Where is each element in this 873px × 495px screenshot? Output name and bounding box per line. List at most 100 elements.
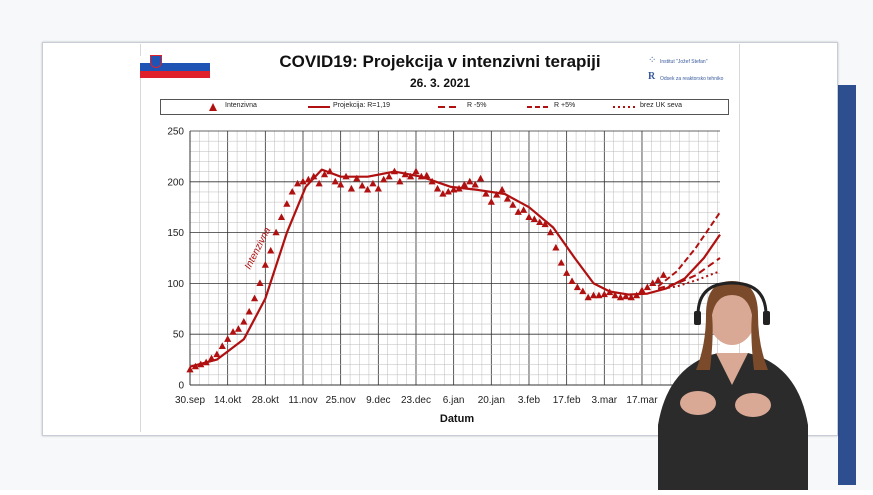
data-point-intenzivna (224, 335, 232, 342)
data-point-intenzivna (358, 181, 366, 189)
data-point-intenzivna (315, 179, 323, 187)
data-point-intenzivna (525, 213, 533, 220)
data-point-intenzivna (536, 218, 544, 226)
data-point-intenzivna (541, 220, 549, 228)
data-point-intenzivna (331, 177, 339, 185)
data-point-intenzivna (433, 184, 442, 192)
data-point-intenzivna (557, 259, 565, 266)
x-tick-label: 23.dec (401, 395, 431, 406)
x-tick-label: 17.feb (553, 395, 581, 406)
data-point-intenzivna (283, 200, 291, 207)
data-point-intenzivna (595, 291, 603, 299)
data-point-intenzivna (423, 171, 431, 179)
data-point-intenzivna (487, 198, 495, 205)
data-point-intenzivna (234, 325, 243, 332)
x-tick-label: 14.okt (214, 395, 241, 406)
data-point-intenzivna (320, 170, 329, 178)
legend-label-r-plus: R +5% (554, 102, 576, 109)
data-point-intenzivna (240, 318, 248, 325)
decorative-blue-bar (838, 85, 856, 485)
x-tick-label: 3.mar (592, 395, 618, 406)
data-point-intenzivna (552, 243, 560, 251)
data-point-intenzivna (218, 342, 226, 349)
y-tick-label: 0 (178, 381, 184, 392)
data-point-intenzivna (514, 208, 522, 215)
data-point-intenzivna (638, 286, 646, 294)
data-point-intenzivna (439, 189, 447, 197)
x-tick-label: 11.nov (288, 395, 317, 406)
data-point-intenzivna (450, 185, 458, 193)
data-point-intenzivna (498, 185, 506, 193)
data-point-intenzivna (277, 213, 286, 220)
legend-marker-r-plus (527, 106, 549, 108)
data-point-intenzivna (589, 291, 598, 299)
slovenia-flag-icon (140, 55, 210, 78)
data-point-intenzivna (654, 276, 662, 283)
y-tick-label: 200 (167, 177, 184, 188)
series-line-1 (189, 168, 721, 368)
data-point-intenzivna (600, 290, 608, 298)
data-point-intenzivna (186, 365, 194, 373)
series-line-3 (657, 211, 721, 288)
chart-title: COVID19: Projekcija v intenzivni terapij… (279, 52, 601, 71)
x-tick-label: 3.feb (518, 395, 541, 406)
data-point-intenzivna (509, 201, 517, 208)
data-point-intenzivna (584, 293, 592, 301)
legend-marker-projekcija (308, 106, 330, 108)
chart-date: 26. 3. 2021 (409, 76, 471, 90)
data-point-intenzivna (261, 261, 269, 268)
data-point-intenzivna (385, 172, 393, 180)
r4-logo-icon: R (648, 71, 656, 82)
data-point-intenzivna (471, 180, 479, 188)
data-point-intenzivna (380, 175, 388, 183)
data-point-intenzivna (245, 307, 253, 315)
data-point-intenzivna (444, 187, 452, 195)
x-tick-label: 25.nov (326, 395, 356, 406)
data-point-intenzivna (573, 283, 582, 291)
data-point-intenzivna (256, 279, 264, 286)
data-point-intenzivna (649, 279, 657, 286)
x-tick-label: 6.jan (443, 395, 465, 406)
data-point-intenzivna (611, 291, 619, 299)
data-point-intenzivna (476, 174, 485, 182)
data-point-intenzivna (627, 293, 635, 301)
legend-label-brez-uk: brez UK seva (640, 102, 683, 109)
tick-labels: 30.sep 14.okt 28.okt 11.nov 25.nov 9.dec 23.de… (167, 127, 658, 407)
x-tick-label: 28.okt (252, 395, 279, 406)
data-point-intenzivna (460, 180, 469, 188)
data-point-intenzivna (407, 172, 415, 180)
data-point-intenzivna (250, 294, 259, 302)
legend-label-intenzivna: Intenzivna (225, 102, 257, 109)
data-point-intenzivna (659, 271, 668, 278)
data-point-intenzivna (288, 187, 296, 195)
data-point-intenzivna (374, 184, 382, 192)
sign-language-interpreter (658, 275, 808, 490)
x-tick-label: 20.jan (478, 395, 505, 406)
data-point-intenzivna (482, 189, 490, 197)
data-point-intenzivna (503, 195, 512, 202)
data-point-intenzivna (412, 167, 420, 175)
data-point-intenzivna (568, 277, 576, 284)
data-point-intenzivna (520, 206, 528, 213)
data-point-intenzivna (299, 177, 307, 185)
data-point-intenzivna (337, 180, 345, 188)
data-point-intenzivna (493, 191, 501, 198)
data-point-intenzivna (213, 350, 221, 358)
data-point-intenzivna (353, 174, 361, 182)
institute-logos: ⁘ Institut "Jožef Stefan" R Odsek za rea… (646, 54, 738, 88)
legend-marker-r-minus (438, 106, 460, 108)
ijs-logo-icon: ⁘ (648, 55, 657, 66)
data-point-intenzivna (563, 269, 571, 276)
data-point-intenzivna (546, 228, 555, 236)
x-tick-label: 9.dec (366, 395, 390, 406)
data-point-intenzivna (530, 215, 538, 222)
x-tick-label: 17.mar (626, 395, 658, 406)
data-point-intenzivna (363, 185, 372, 193)
legend-label-r-minus: R -5% (467, 102, 487, 109)
data-point-intenzivna (272, 228, 280, 236)
legend-marker-intenzivna (209, 103, 217, 111)
legend-label-projekcija: Projekcija: R=1,19 (333, 102, 391, 109)
series-line-4 (657, 270, 721, 291)
data-point-intenzivna (267, 246, 275, 254)
